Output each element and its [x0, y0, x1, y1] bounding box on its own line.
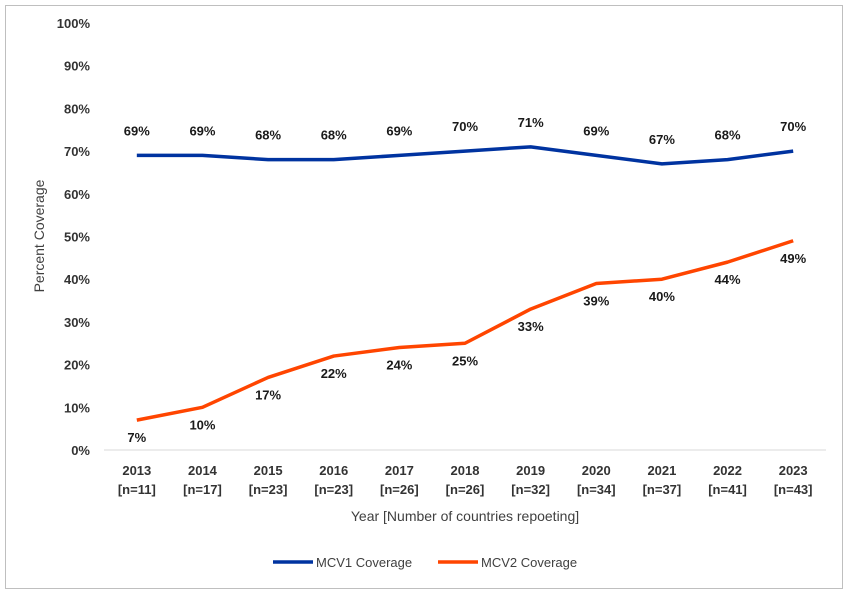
y-tick-label: 30% [64, 315, 90, 330]
y-tick-label: 0% [71, 443, 90, 458]
x-tick-n-label: [n=17] [183, 482, 222, 497]
y-tick-label: 20% [64, 358, 90, 373]
x-tick-label: 2017 [385, 463, 414, 478]
x-tick-n-label: [n=23] [249, 482, 288, 497]
data-label: 68% [255, 128, 281, 143]
legend-label-2: MCV2 Coverage [481, 555, 577, 570]
x-tick-label: 2014 [188, 463, 218, 478]
data-label: 68% [715, 128, 741, 143]
data-label: 25% [452, 353, 478, 368]
y-axis-title: Percent Coverage [31, 179, 47, 292]
x-tick-label: 2023 [779, 463, 808, 478]
data-label: 17% [255, 387, 281, 402]
data-label: 69% [189, 123, 215, 138]
chart-frame [5, 5, 843, 589]
y-tick-label: 10% [64, 400, 90, 415]
data-label: 70% [780, 119, 806, 134]
y-tick-label: 60% [64, 187, 90, 202]
x-tick-label: 2016 [319, 463, 348, 478]
data-label: 49% [780, 251, 806, 266]
data-label: 67% [649, 132, 675, 147]
data-label: 70% [452, 119, 478, 134]
x-axis-title: Year [Number of countries repoeting] [351, 508, 579, 524]
x-tick-n-label: [n=34] [577, 482, 616, 497]
x-tick-n-label: [n=26] [446, 482, 485, 497]
data-label: 10% [189, 417, 215, 432]
data-label: 40% [649, 289, 675, 304]
x-tick-label: 2022 [713, 463, 742, 478]
x-tick-n-label: [n=11] [118, 482, 156, 497]
x-tick-label: 2019 [516, 463, 545, 478]
x-tick-n-label: [n=41] [708, 482, 747, 497]
y-tick-label: 80% [64, 101, 90, 116]
data-label: 24% [386, 358, 412, 373]
x-tick-label: 2015 [254, 463, 283, 478]
data-label: 22% [321, 366, 347, 381]
y-tick-label: 40% [64, 272, 90, 287]
y-tick-label: 90% [64, 59, 90, 74]
x-tick-label: 2020 [582, 463, 611, 478]
y-tick-label: 50% [64, 230, 90, 245]
series-line-1 [136, 145, 794, 166]
x-tick-n-label: [n=26] [380, 482, 419, 497]
x-tick-n-label: [n=23] [314, 482, 353, 497]
x-tick-label: 2018 [451, 463, 480, 478]
x-tick-label: 2021 [647, 463, 676, 478]
x-tick-n-label: [n=43] [774, 482, 813, 497]
data-label: 68% [321, 128, 347, 143]
x-tick-n-label: [n=32] [511, 482, 550, 497]
data-label: 69% [124, 123, 150, 138]
y-tick-label: 100% [57, 16, 91, 31]
y-tick-label: 70% [64, 144, 90, 159]
data-label: 69% [386, 123, 412, 138]
x-tick-n-label: [n=37] [643, 482, 682, 497]
x-tick-label: 2013 [122, 463, 151, 478]
data-label: 44% [715, 272, 741, 287]
data-label: 33% [518, 319, 544, 334]
series-line-2 [136, 239, 794, 422]
data-label: 69% [583, 123, 609, 138]
data-label: 39% [583, 293, 609, 308]
data-label: 71% [518, 115, 544, 130]
data-label: 7% [127, 430, 146, 445]
legend-label-1: MCV1 Coverage [316, 555, 412, 570]
